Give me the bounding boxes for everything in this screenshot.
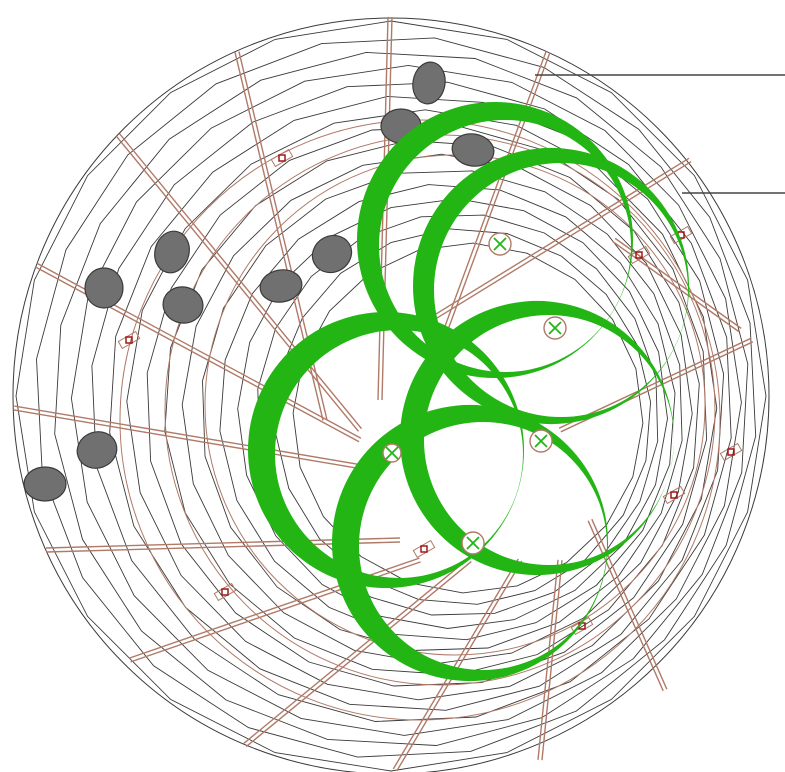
cross-stroke	[548, 321, 562, 335]
spoke	[396, 560, 523, 772]
contour-ring	[292, 242, 644, 594]
spoke	[537, 559, 559, 760]
marker-frame	[412, 539, 436, 559]
spoke	[392, 558, 519, 770]
spoke	[119, 133, 363, 430]
contour-ring	[219, 184, 676, 641]
spoke	[587, 520, 664, 692]
rock-shapes	[23, 61, 495, 502]
contour-rings	[12, 17, 770, 772]
spoke	[243, 557, 470, 744]
cross-stroke	[466, 536, 480, 550]
spoke	[13, 409, 380, 473]
spoke	[558, 337, 752, 429]
cross-stroke	[385, 446, 399, 460]
spoke	[541, 560, 563, 761]
rock	[162, 286, 204, 324]
marker-square	[221, 588, 229, 596]
cross-stroke	[493, 237, 507, 251]
spoke	[14, 405, 381, 469]
marker-square	[278, 154, 286, 162]
rock	[23, 466, 67, 502]
marker-square	[420, 545, 428, 553]
contour-ring	[54, 51, 749, 746]
spoke	[129, 557, 420, 659]
cross-markers	[382, 232, 567, 555]
contour-ring	[202, 170, 683, 651]
marker-frame	[719, 442, 743, 462]
contour-ring	[237, 198, 668, 629]
marker-square	[125, 336, 133, 344]
rock	[76, 431, 118, 469]
rock	[259, 269, 303, 303]
spoke	[428, 157, 690, 319]
spoke	[245, 561, 472, 748]
callout-lines	[535, 74, 785, 194]
marker-square	[727, 448, 735, 456]
rock	[311, 234, 353, 274]
rock	[412, 61, 446, 105]
rock	[451, 133, 495, 167]
contour-ring	[109, 95, 725, 711]
spoke	[612, 241, 740, 333]
cross-stroke	[534, 434, 548, 448]
spoke	[614, 237, 742, 329]
marker-square	[670, 491, 678, 499]
marker-square	[635, 251, 643, 259]
rock	[84, 267, 124, 309]
contour-ring	[181, 153, 693, 665]
outer-boundary	[12, 17, 770, 772]
spoke	[591, 518, 668, 690]
spoke	[381, 17, 393, 401]
contour-ring	[146, 126, 708, 687]
rock	[154, 230, 190, 274]
spoke	[115, 135, 359, 432]
